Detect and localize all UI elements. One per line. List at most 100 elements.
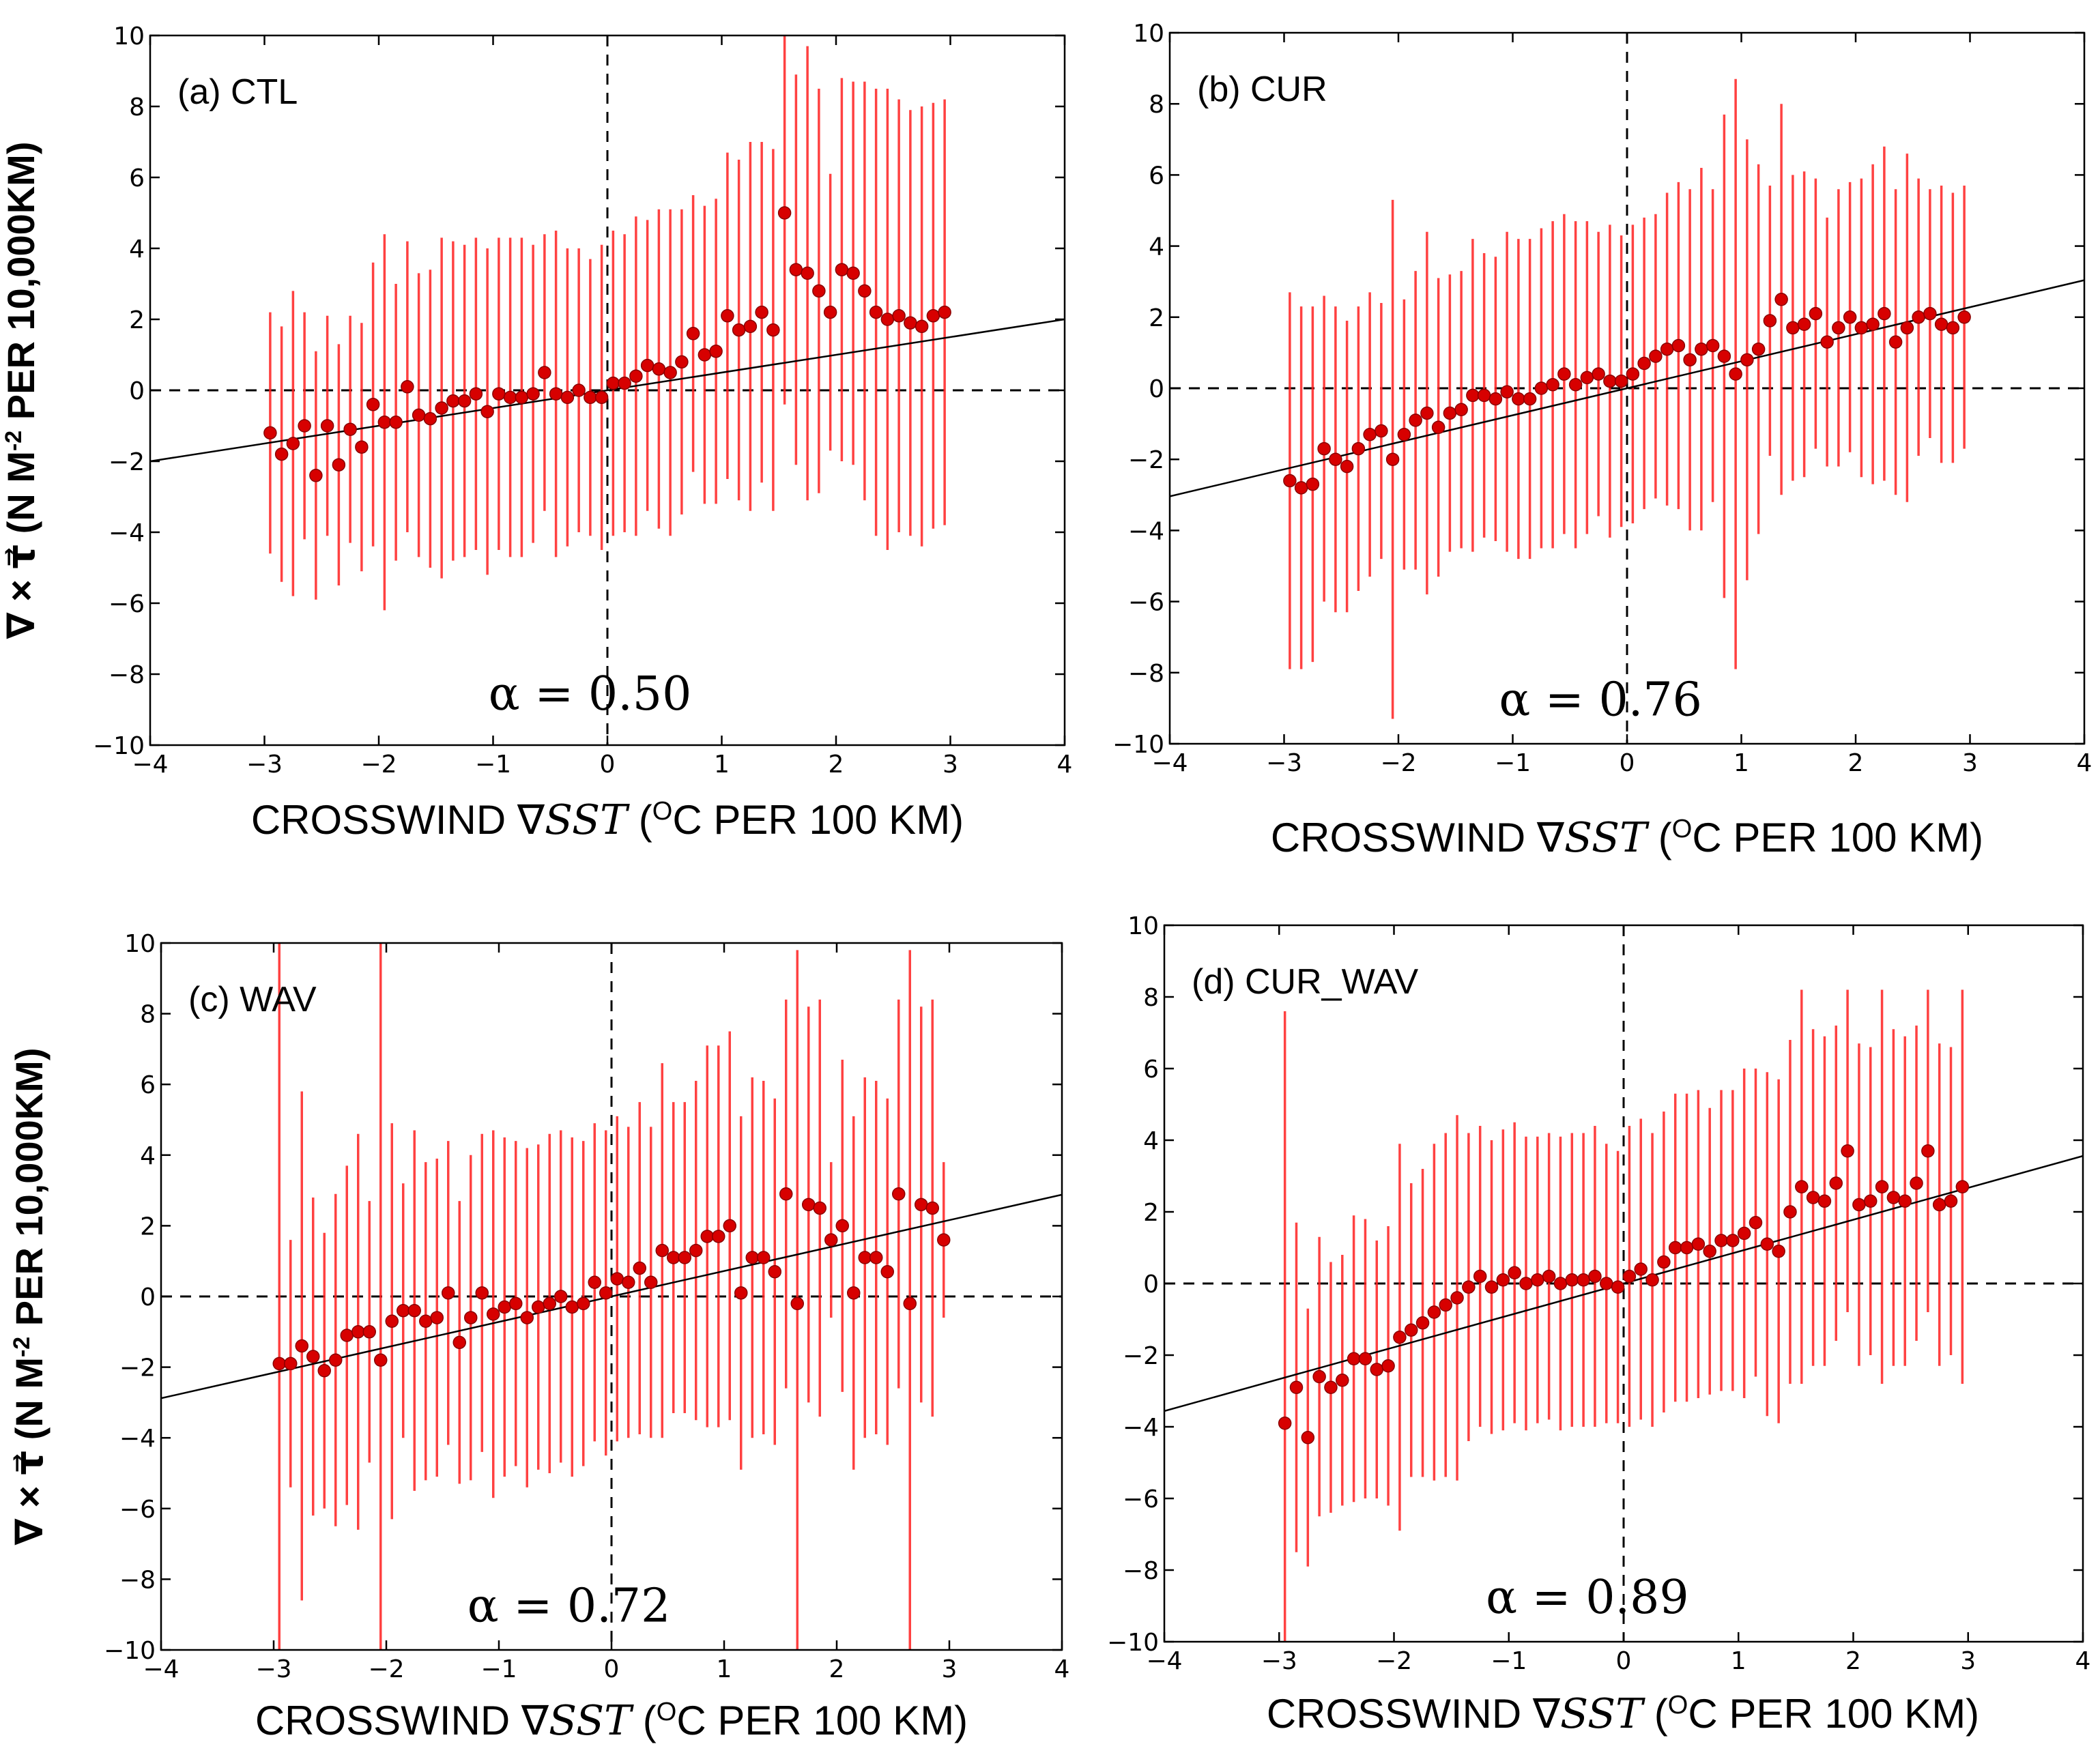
x-tick-label: −1 (1491, 1647, 1527, 1675)
data-point (858, 284, 872, 298)
data-point (1717, 349, 1731, 363)
x-axis-label-prefix: CROSSWIND ∇ (1271, 815, 1565, 860)
data-point (667, 1251, 680, 1264)
data-point (430, 1311, 444, 1324)
data-point (1294, 481, 1308, 495)
data-point (858, 1251, 872, 1264)
x-tick-label: −4 (1151, 749, 1188, 777)
x-axis-label-open: ( (631, 1698, 657, 1743)
data-point (469, 387, 483, 401)
data-point (515, 390, 529, 405)
data-point (686, 327, 700, 340)
data-point (374, 1353, 388, 1367)
y-tick-label: −2 (119, 1354, 156, 1382)
data-point (1450, 1291, 1464, 1305)
y-tick-label: 2 (140, 1213, 156, 1241)
data-point (652, 362, 666, 376)
data-point (802, 1198, 816, 1212)
data-point (869, 305, 883, 319)
x-tick-label: 2 (1845, 1647, 1861, 1675)
y-tick-label: 2 (1149, 304, 1164, 332)
data-point (1329, 452, 1342, 466)
data-point (678, 1251, 691, 1264)
data-point (1443, 406, 1457, 420)
x-tick-label: 3 (942, 1655, 958, 1683)
data-point (938, 305, 951, 319)
x-tick-label: 0 (600, 751, 616, 779)
x-tick-label: 1 (714, 751, 730, 779)
data-point (412, 408, 426, 422)
y-tick-label: −8 (1123, 1557, 1159, 1585)
data-point (732, 323, 746, 337)
y-axis-label-prefix: ∇ × τ⃗ (N M (0, 451, 42, 639)
data-point (1875, 1180, 1889, 1193)
data-point (835, 263, 849, 276)
y-tick-label: 8 (140, 1001, 156, 1029)
data-point (309, 469, 323, 482)
data-point (554, 1290, 568, 1303)
data-point (446, 394, 460, 408)
panel-title: (a) CTL (177, 72, 298, 112)
x-axis-label: CROSSWIND ∇SST (OC PER 100 KM) (251, 796, 964, 844)
data-point (757, 1251, 771, 1264)
data-point (892, 309, 906, 323)
y-tick-label: 0 (1149, 375, 1164, 403)
x-axis-label-open: ( (1643, 1691, 1668, 1737)
data-point (1278, 1417, 1292, 1430)
y-tick-label: 10 (113, 23, 145, 50)
x-axis-label-sst: SST (1564, 814, 1650, 862)
data-point (457, 394, 472, 408)
data-point (1783, 1205, 1797, 1219)
data-point (1546, 378, 1559, 392)
data-point (538, 366, 551, 379)
data-point (1283, 474, 1297, 488)
data-point (629, 369, 643, 383)
data-point (532, 1300, 545, 1314)
data-point (1477, 388, 1491, 403)
data-point (298, 419, 311, 433)
data-point (903, 1296, 917, 1311)
data-point (1763, 314, 1777, 328)
data-point (1375, 424, 1388, 438)
data-point (1484, 1280, 1499, 1294)
data-point (1944, 1194, 1958, 1208)
data-point (1740, 353, 1754, 367)
data-point (1363, 427, 1377, 441)
data-point (1878, 306, 1891, 321)
data-point (442, 1286, 455, 1300)
x-tick-label: −3 (1266, 749, 1302, 777)
x-tick-label: 0 (1616, 1647, 1632, 1675)
data-point (389, 416, 403, 429)
data-point (622, 1275, 635, 1290)
data-point (606, 376, 620, 390)
data-point (1866, 317, 1880, 331)
data-point (577, 1296, 590, 1311)
x-tick-label: 0 (1620, 749, 1635, 777)
data-point (1829, 1176, 1843, 1190)
data-point (675, 355, 689, 369)
data-point (1600, 1277, 1613, 1290)
data-point (464, 1311, 478, 1324)
data-point (689, 1243, 703, 1258)
data-point (915, 1198, 928, 1212)
data-point (1336, 1374, 1349, 1387)
y-tick-label: −10 (104, 1637, 156, 1665)
data-point (295, 1339, 308, 1353)
data-point (520, 1311, 534, 1324)
data-point (1797, 317, 1811, 331)
data-point (618, 376, 631, 390)
y-tick-label: 10 (124, 930, 156, 958)
y-tick-label: −6 (119, 1496, 156, 1524)
y-tick-label: −8 (109, 661, 145, 689)
data-point (1714, 1234, 1728, 1247)
data-point (317, 1364, 331, 1378)
data-point (846, 266, 860, 280)
data-point (1795, 1180, 1809, 1193)
data-point (1923, 306, 1937, 321)
data-point (503, 390, 517, 405)
x-axis-label-prefix: CROSSWIND ∇ (255, 1698, 549, 1743)
x-tick-label: 0 (604, 1655, 620, 1683)
data-point (1852, 1198, 1866, 1212)
